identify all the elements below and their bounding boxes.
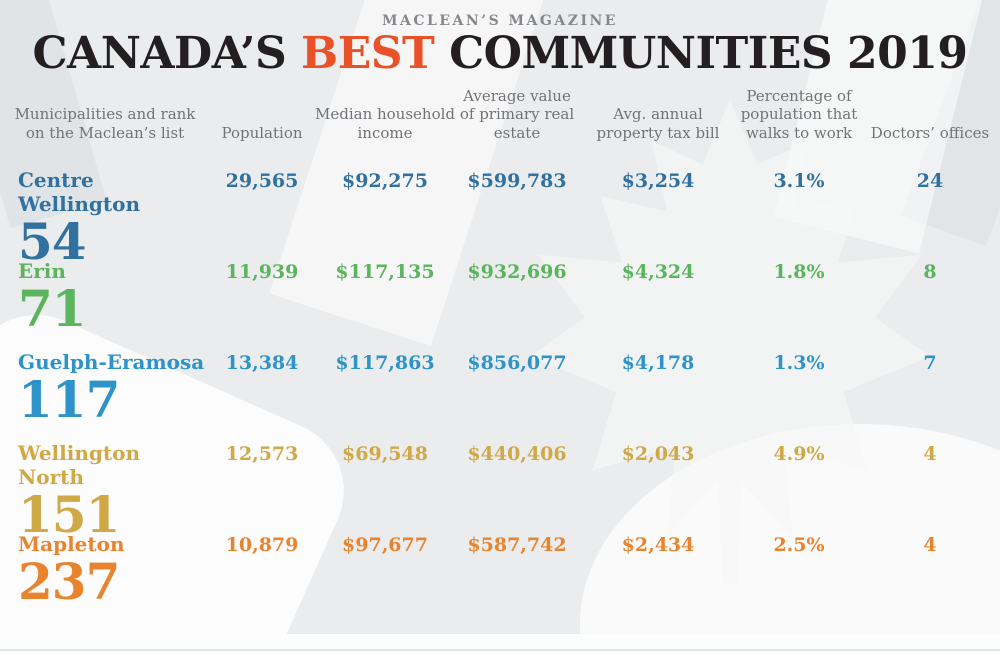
doctors-offices-value: 8 <box>923 261 937 283</box>
real-estate-value: $599,783 <box>467 170 567 192</box>
table-row: Guelph-Eramosa 117 13,384 $117,863 $856,… <box>0 350 1000 441</box>
masthead: MACLEAN’S MAGAZINE CANADA’S BEST COMMUNI… <box>0 0 1000 76</box>
municipality-cell: Centre Wellington 54 <box>0 168 210 271</box>
municipality-name: Guelph-Eramosa <box>18 350 205 374</box>
tax-bill-value: $4,324 <box>621 261 695 283</box>
column-header-tax-bill: Avg. annual property tax bill <box>596 105 720 142</box>
doctors-offices-value: 24 <box>916 170 944 192</box>
population-value: 29,565 <box>225 170 299 192</box>
walks-to-work-value: 1.3% <box>773 352 825 374</box>
table-body: Centre Wellington 54 29,565 $92,275 $599… <box>0 168 1000 623</box>
column-header-walks-to-work: Percentage of population that walks to w… <box>740 87 858 142</box>
income-value: $69,548 <box>342 443 428 465</box>
real-estate-value: $932,696 <box>467 261 567 283</box>
municipality-name: Erin <box>18 259 66 283</box>
population-value: 12,573 <box>225 443 299 465</box>
real-estate-value: $440,406 <box>467 443 567 465</box>
municipality-cell: Wellington North 151 <box>0 441 210 544</box>
doctors-offices-value: 4 <box>923 443 937 465</box>
table-row: Centre Wellington 54 29,565 $92,275 $599… <box>0 168 1000 267</box>
income-value: $117,135 <box>335 261 435 283</box>
real-estate-value: $856,077 <box>467 352 567 374</box>
municipality-rank: 71 <box>18 279 87 338</box>
page-title: CANADA’S BEST COMMUNITIES 2019 <box>0 32 1000 76</box>
tax-bill-value: $2,434 <box>621 534 695 556</box>
table-row: Erin 71 11,939 $117,135 $932,696 $4,324 … <box>0 259 1000 350</box>
title-highlight: BEST <box>301 28 435 79</box>
municipality-name: Centre Wellington <box>18 168 140 216</box>
walks-to-work-value: 3.1% <box>773 170 825 192</box>
municipality-name: Mapleton <box>18 532 125 556</box>
tax-bill-value: $4,178 <box>621 352 695 374</box>
bottom-border <box>0 634 1000 654</box>
title-suffix: COMMUNITIES 2019 <box>434 28 968 79</box>
column-header-income: Median household income <box>314 105 456 142</box>
municipality-rank: 54 <box>18 212 87 271</box>
municipality-cell: Erin 71 <box>0 259 210 338</box>
income-value: $97,677 <box>342 534 428 556</box>
table-header-row: Municipalities and rank on the Maclean’s… <box>0 86 1000 144</box>
income-value: $92,275 <box>342 170 428 192</box>
table-row: Wellington North 151 12,573 $69,548 $440… <box>0 441 1000 540</box>
tax-bill-value: $3,254 <box>621 170 695 192</box>
walks-to-work-value: 1.8% <box>773 261 825 283</box>
walks-to-work-value: 4.9% <box>773 443 825 465</box>
column-header-population: Population <box>221 123 303 142</box>
bottom-hairline <box>0 649 1000 651</box>
municipality-rank: 151 <box>18 485 120 544</box>
municipality-cell: Guelph-Eramosa 117 <box>0 350 210 429</box>
magazine-kicker: MACLEAN’S MAGAZINE <box>382 13 618 29</box>
doctors-offices-value: 4 <box>923 534 937 556</box>
municipality-name: Wellington North <box>18 441 140 489</box>
title-prefix: CANADA’S <box>32 28 302 79</box>
walks-to-work-value: 2.5% <box>773 534 825 556</box>
population-value: 13,384 <box>225 352 299 374</box>
municipality-rank: 117 <box>18 370 120 429</box>
income-value: $117,863 <box>335 352 435 374</box>
table-row: Mapleton 237 10,879 $97,677 $587,742 $2,… <box>0 532 1000 623</box>
municipality-rank: 237 <box>18 552 120 611</box>
column-header-doctors-offices: Doctors’ offices <box>870 123 990 142</box>
population-value: 11,939 <box>225 261 299 283</box>
tax-bill-value: $2,043 <box>621 443 695 465</box>
real-estate-value: $587,742 <box>467 534 567 556</box>
doctors-offices-value: 7 <box>923 352 937 374</box>
municipality-cell: Mapleton 237 <box>0 532 210 611</box>
population-value: 10,879 <box>225 534 299 556</box>
column-header-real-estate: Average value of primary real estate <box>459 87 575 142</box>
column-header-municipality: Municipalities and rank on the Maclean’s… <box>14 105 196 142</box>
